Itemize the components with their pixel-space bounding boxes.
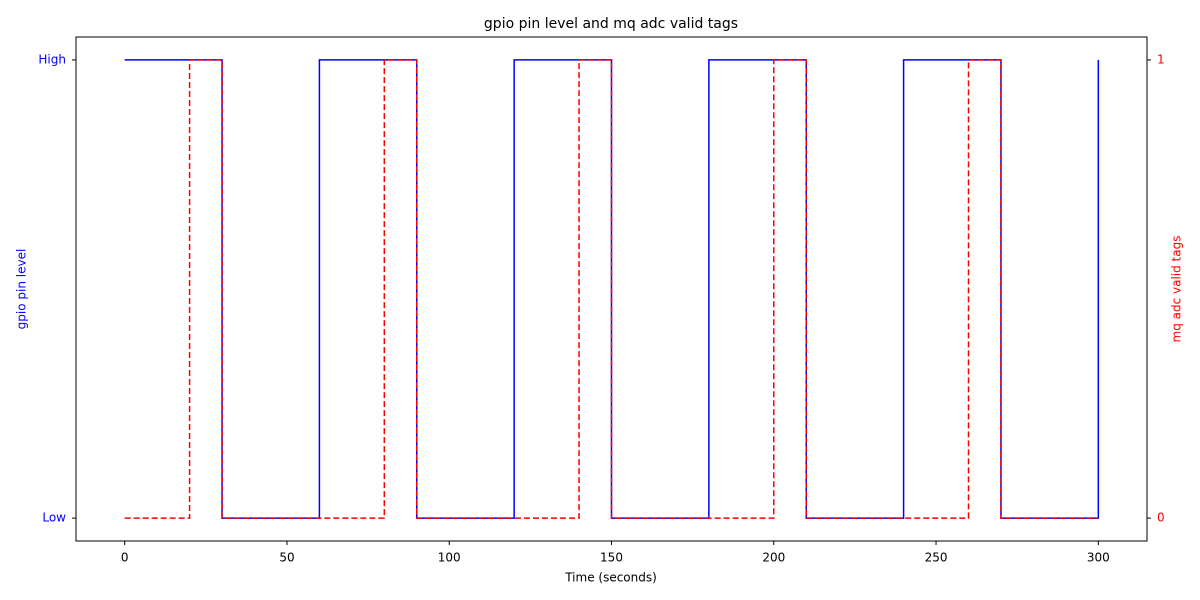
y-axis-label: gpio pin level <box>15 249 29 330</box>
x-tick-label: 50 <box>279 551 294 565</box>
chart-title: gpio pin level and mq adc valid tags <box>484 16 738 32</box>
x-tick-label: 100 <box>438 551 461 565</box>
y2-axis-label: mq adc valid tags <box>1170 236 1184 343</box>
y2-tick-label: 0 <box>1157 511 1165 525</box>
x-tick-label: 0 <box>121 551 129 565</box>
y-tick-label: Low <box>42 511 66 525</box>
x-axis-label: Time (seconds) <box>564 571 657 585</box>
series-line <box>124 59 1099 519</box>
x-tick-label: 200 <box>762 551 785 565</box>
y-tick-label: High <box>38 52 66 66</box>
x-tick-label: 300 <box>1087 551 1110 565</box>
y2-tick-label: 1 <box>1157 52 1165 66</box>
x-tick-label: 250 <box>925 551 948 565</box>
x-tick-label: 150 <box>600 551 623 565</box>
